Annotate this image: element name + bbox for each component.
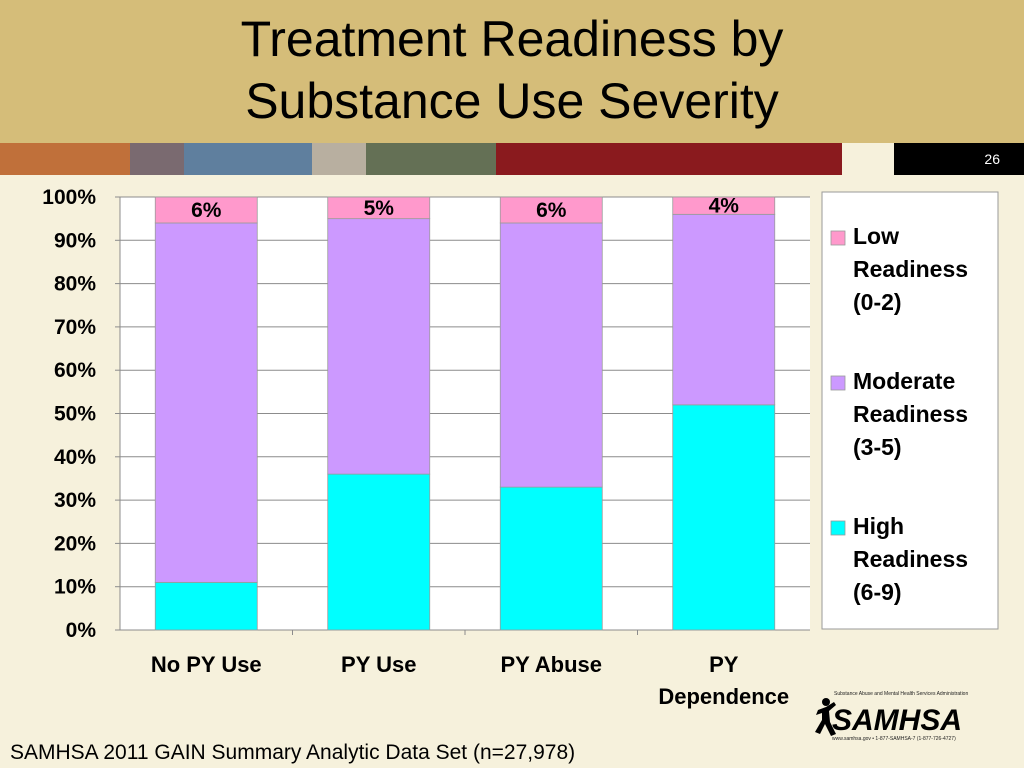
logo-wordmark: SAMHSA — [832, 704, 962, 737]
y-tick-label: 90% — [54, 229, 96, 252]
bar-segment — [499, 486, 603, 631]
x-tick-label: PY Use — [341, 652, 416, 677]
bar-segment — [327, 218, 431, 475]
strip-segment — [0, 143, 130, 175]
bar-segment — [499, 196, 603, 224]
legend-swatch — [830, 230, 846, 246]
bar-segment — [499, 222, 603, 488]
legend-swatch — [830, 375, 846, 391]
data-label: 4% — [709, 195, 740, 218]
title-line-1: Treatment Readiness by — [240, 11, 784, 67]
footer-source: SAMHSA 2011 GAIN Summary Analytic Data S… — [10, 741, 576, 764]
y-tick-label: 50% — [54, 403, 96, 426]
slide-title: Treatment Readiness by Substance Use Sev… — [0, 8, 1024, 132]
bar-segment — [327, 473, 431, 631]
x-tick-label: Dependence — [658, 684, 789, 709]
legend-label: Moderate — [853, 368, 955, 394]
decorative-color-strip — [0, 143, 1024, 175]
y-tick-label: 70% — [54, 316, 96, 339]
y-tick-label: 20% — [54, 532, 96, 555]
legend-label: Readiness — [853, 256, 968, 282]
x-tick-label: PY — [709, 652, 739, 677]
samhsa-logo: Substance Abuse and Mental Health Servic… — [815, 691, 968, 742]
bar-segment — [672, 404, 776, 631]
data-label: 6% — [536, 199, 567, 222]
x-tick-label: No PY Use — [151, 652, 262, 677]
bar-segment — [154, 196, 258, 224]
title-line-2: Substance Use Severity — [245, 73, 779, 129]
person-icon — [815, 698, 836, 736]
y-tick-label: 100% — [42, 186, 96, 209]
strip-segment — [184, 143, 312, 175]
legend-label: High — [853, 513, 904, 539]
y-tick-label: 10% — [54, 576, 96, 599]
bar-segment — [672, 213, 776, 406]
legend-label: (0-2) — [853, 289, 902, 315]
stacked-bar-chart: 0% 10% 20% 30% 40% 50% 60% 70% 80% 90% 100% 6% No PY… — [42, 186, 999, 709]
data-label: 5% — [364, 197, 395, 220]
strip-segment — [496, 143, 842, 175]
legend-label: (3-5) — [853, 434, 902, 460]
legend-label: Low — [853, 223, 899, 249]
legend-label: Readiness — [853, 546, 968, 572]
y-tick-label: 30% — [54, 489, 96, 512]
bar-segment — [154, 581, 258, 631]
data-label: 6% — [191, 199, 222, 222]
strip-segment — [366, 143, 496, 175]
legend-box — [821, 191, 999, 630]
slide-number: 26 — [984, 151, 1000, 167]
y-tick-label: 80% — [54, 273, 96, 296]
strip-segment — [130, 143, 184, 175]
bar-segment — [327, 196, 431, 220]
logo-tagline: Substance Abuse and Mental Health Servic… — [834, 691, 968, 697]
legend-label: Readiness — [853, 401, 968, 427]
bar-segment — [672, 196, 776, 215]
strip-segment — [842, 143, 894, 175]
y-tick-label: 40% — [54, 446, 96, 469]
bar-segment — [154, 222, 258, 583]
y-tick-label: 0% — [66, 619, 97, 642]
title-band — [0, 0, 1024, 143]
legend-swatch — [830, 520, 846, 536]
logo-contact: www.samhsa.gov • 1-877-SAMHSA-7 (1-877-7… — [832, 736, 956, 742]
x-tick-label: PY Abuse — [501, 652, 602, 677]
strip-segment — [312, 143, 366, 175]
y-tick-label: 60% — [54, 359, 96, 382]
legend-label: (6-9) — [853, 579, 902, 605]
strip-segment — [894, 143, 1024, 175]
